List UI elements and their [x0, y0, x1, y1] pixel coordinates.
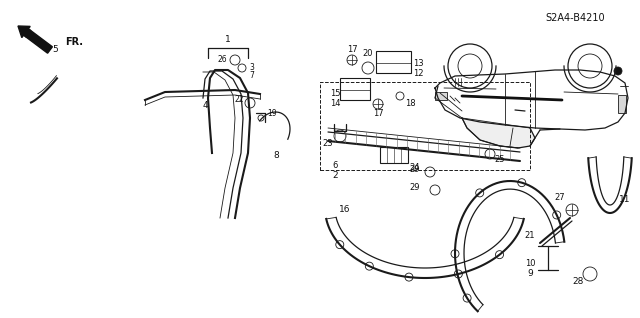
- Bar: [340, 78, 370, 100]
- Text: 15: 15: [330, 88, 340, 98]
- Text: 22: 22: [234, 95, 244, 105]
- Text: 23: 23: [323, 139, 333, 148]
- Text: 5: 5: [52, 45, 58, 54]
- Text: 17: 17: [347, 45, 357, 54]
- Text: 29: 29: [410, 165, 420, 175]
- Text: 29: 29: [410, 183, 420, 192]
- Text: 7: 7: [250, 71, 255, 80]
- Bar: [376, 51, 411, 73]
- Text: 8: 8: [273, 151, 279, 161]
- Text: 18: 18: [404, 99, 415, 107]
- Text: 9: 9: [527, 269, 533, 279]
- Bar: [320, 82, 530, 170]
- Text: 4: 4: [202, 101, 208, 110]
- Text: 24: 24: [410, 163, 420, 172]
- Text: 26: 26: [217, 56, 227, 65]
- Text: 19: 19: [267, 109, 277, 119]
- Text: 1: 1: [225, 36, 231, 45]
- FancyArrow shape: [18, 26, 52, 53]
- Bar: [618, 95, 626, 113]
- Text: 10: 10: [525, 259, 535, 268]
- Text: 14: 14: [330, 99, 340, 107]
- Polygon shape: [462, 118, 535, 148]
- Bar: [380, 147, 408, 163]
- Text: 25: 25: [495, 156, 505, 164]
- Text: 28: 28: [572, 278, 584, 287]
- Text: 13: 13: [413, 59, 423, 68]
- Circle shape: [614, 67, 622, 75]
- Text: 6: 6: [332, 162, 338, 170]
- Text: 3: 3: [250, 64, 255, 73]
- Text: 27: 27: [555, 193, 565, 203]
- Text: FR.: FR.: [65, 37, 83, 47]
- Text: 17: 17: [372, 108, 383, 117]
- Text: S2A4-B4210: S2A4-B4210: [545, 13, 605, 23]
- Text: 2: 2: [332, 170, 338, 179]
- Text: 20: 20: [363, 50, 373, 59]
- Text: 12: 12: [413, 70, 423, 79]
- Text: 16: 16: [339, 205, 351, 215]
- Text: 21: 21: [525, 232, 535, 240]
- Bar: [435, 92, 447, 100]
- Text: 11: 11: [620, 196, 631, 204]
